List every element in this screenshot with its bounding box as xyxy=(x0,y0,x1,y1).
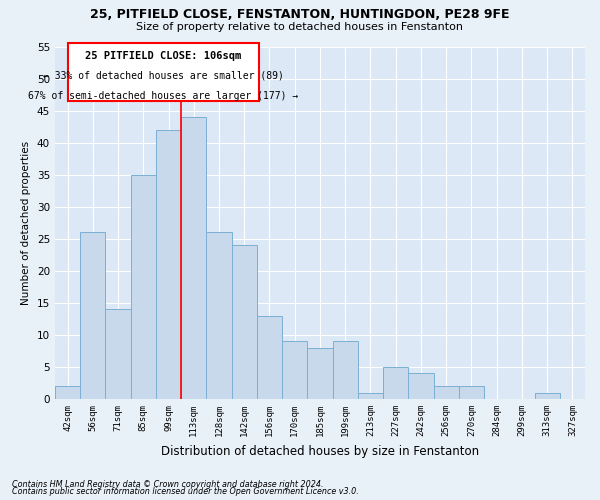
X-axis label: Distribution of detached houses by size in Fenstanton: Distribution of detached houses by size … xyxy=(161,444,479,458)
Text: Contains HM Land Registry data © Crown copyright and database right 2024.: Contains HM Land Registry data © Crown c… xyxy=(12,480,323,489)
Text: Size of property relative to detached houses in Fenstanton: Size of property relative to detached ho… xyxy=(137,22,464,32)
Bar xyxy=(106,310,131,399)
Bar xyxy=(257,316,282,399)
Text: 25 PITFIELD CLOSE: 106sqm: 25 PITFIELD CLOSE: 106sqm xyxy=(85,51,242,61)
Bar xyxy=(181,117,206,399)
Bar xyxy=(358,392,383,399)
FancyBboxPatch shape xyxy=(68,44,259,101)
Bar xyxy=(55,386,80,399)
Text: ← 33% of detached houses are smaller (89): ← 33% of detached houses are smaller (89… xyxy=(43,70,284,80)
Bar xyxy=(131,174,156,399)
Text: Contains public sector information licensed under the Open Government Licence v3: Contains public sector information licen… xyxy=(12,488,359,496)
Bar xyxy=(307,348,332,399)
Bar xyxy=(535,392,560,399)
Bar xyxy=(383,367,409,399)
Bar xyxy=(80,232,106,399)
Bar xyxy=(332,342,358,399)
Bar xyxy=(434,386,459,399)
Bar xyxy=(232,245,257,399)
Text: 67% of semi-detached houses are larger (177) →: 67% of semi-detached houses are larger (… xyxy=(28,92,299,102)
Bar xyxy=(206,232,232,399)
Bar xyxy=(409,374,434,399)
Bar xyxy=(282,342,307,399)
Bar xyxy=(156,130,181,399)
Text: 25, PITFIELD CLOSE, FENSTANTON, HUNTINGDON, PE28 9FE: 25, PITFIELD CLOSE, FENSTANTON, HUNTINGD… xyxy=(90,8,510,20)
Bar xyxy=(459,386,484,399)
Y-axis label: Number of detached properties: Number of detached properties xyxy=(21,140,31,305)
